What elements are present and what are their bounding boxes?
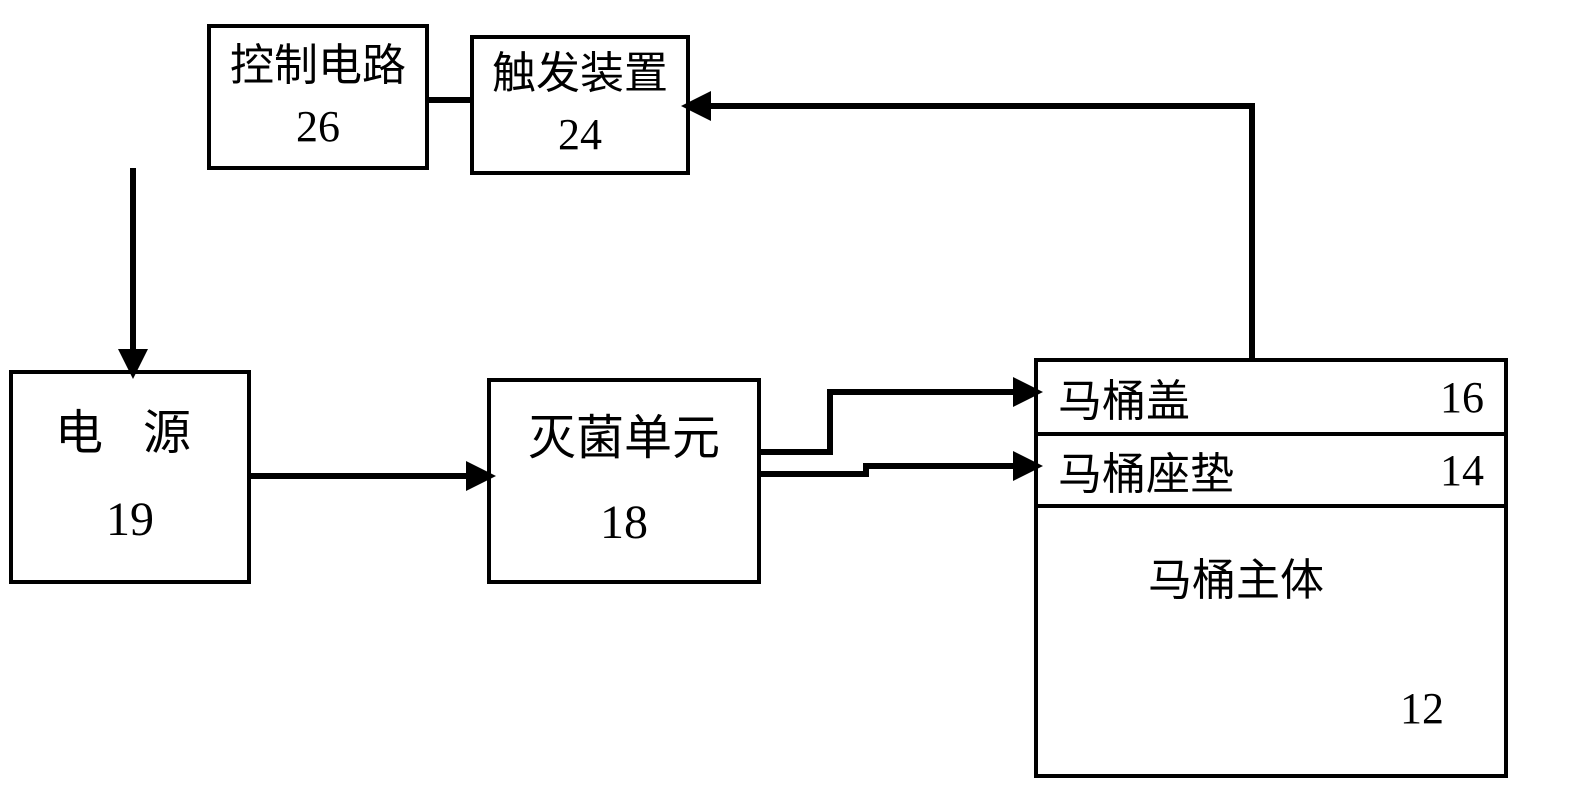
edge (761, 466, 1034, 474)
toilet-lid-number: 16 (1440, 372, 1484, 423)
toilet-seat-row: 马桶座垫 14 (1038, 436, 1504, 508)
node-number: 24 (558, 109, 602, 162)
node-label: 触发装置 (492, 48, 668, 101)
node-label: 控制电路 (230, 40, 406, 93)
toilet-body-region: 马桶主体 12 (1038, 508, 1504, 774)
node-number: 19 (106, 491, 154, 549)
edge (690, 106, 1252, 358)
edge (761, 392, 1034, 452)
toilet-seat-number: 14 (1440, 445, 1484, 496)
toilet-body-label: 马桶主体 (1148, 544, 1324, 608)
node-toilet-assembly: 马桶盖 16 马桶座垫 14 马桶主体 12 (1034, 358, 1508, 778)
toilet-lid-row: 马桶盖 16 (1038, 362, 1504, 436)
node-label: 电 源 (55, 405, 205, 463)
node-control-circuit: 控制电路 26 (207, 24, 429, 170)
node-number: 18 (600, 494, 648, 552)
node-sterilization-unit: 灭菌单元 18 (487, 378, 761, 584)
toilet-body-number: 12 (1400, 683, 1444, 734)
node-trigger-device: 触发装置 24 (470, 35, 690, 175)
node-label: 灭菌单元 (528, 410, 720, 468)
toilet-lid-label: 马桶盖 (1058, 365, 1190, 429)
node-power-supply: 电 源 19 (9, 370, 251, 584)
node-number: 26 (296, 101, 340, 154)
toilet-seat-label: 马桶座垫 (1058, 438, 1234, 502)
block-diagram: 控制电路 26 触发装置 24 电 源 19 灭菌单元 18 马桶盖 16 马桶… (0, 0, 1573, 791)
